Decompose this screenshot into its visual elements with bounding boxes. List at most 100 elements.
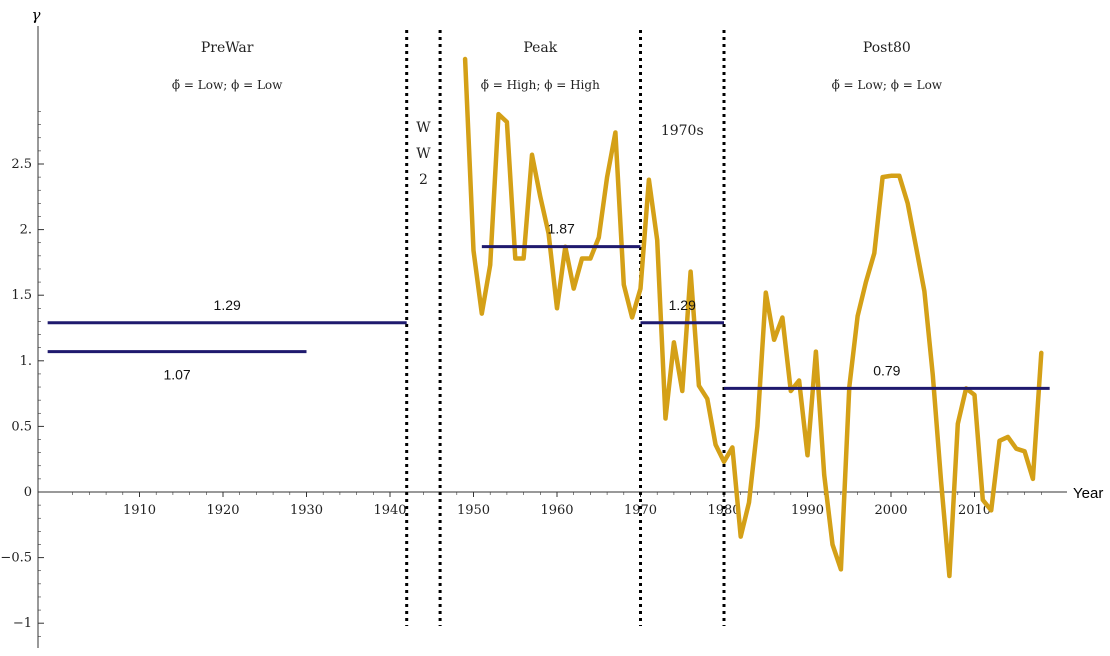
data-point xyxy=(823,473,826,477)
x-tick-label: 1910 xyxy=(123,503,156,518)
y-tick-label: −0.5 xyxy=(0,551,32,566)
y-tick-label: 0.5 xyxy=(11,419,32,434)
data-point xyxy=(539,195,542,198)
y-tick-label: −1 xyxy=(13,616,32,631)
data-point xyxy=(739,535,742,538)
x-tick-label: 2000 xyxy=(874,503,907,518)
data-point xyxy=(514,257,517,260)
data-point xyxy=(1006,435,1010,439)
mean-line-label: 1.29 xyxy=(214,297,241,313)
x-tick-label: 1920 xyxy=(206,503,239,518)
data-point xyxy=(597,236,600,239)
era-subtitle: ϕ̃ = High; ϕ = High xyxy=(481,78,600,92)
era-name: 2 xyxy=(419,172,428,188)
data-point xyxy=(839,568,843,571)
data-point xyxy=(722,460,726,464)
data-point xyxy=(797,379,801,382)
era-name: 1970s xyxy=(661,123,704,139)
data-point xyxy=(605,175,609,179)
x-axis-label: Year xyxy=(1073,485,1103,502)
data-point xyxy=(1015,447,1018,450)
era-name: W xyxy=(416,120,431,136)
data-point xyxy=(555,307,559,310)
x-tick-label: 1990 xyxy=(791,503,824,518)
data-point xyxy=(998,439,1001,443)
y-tick-label: 2.5 xyxy=(11,157,32,172)
data-point xyxy=(898,174,901,178)
era-name: PreWar xyxy=(201,40,254,56)
era-subtitle: ϕ̃ = Low; ϕ = Low xyxy=(172,78,283,92)
data-point xyxy=(480,312,484,315)
data-point xyxy=(747,501,751,504)
data-point xyxy=(630,316,634,319)
data-point xyxy=(505,120,509,124)
data-point xyxy=(731,446,734,449)
x-tick-label: 1940 xyxy=(373,503,406,518)
data-point xyxy=(906,202,909,205)
y-tick-label: 0 xyxy=(24,485,32,500)
x-tick-label: 1960 xyxy=(540,503,573,518)
y-tick-label: 1. xyxy=(20,354,32,369)
y-tick-label: 2. xyxy=(20,223,32,238)
x-tick-label: 1980 xyxy=(707,503,740,518)
data-point xyxy=(614,131,617,134)
mean-line-label: 1.07 xyxy=(163,367,190,383)
data-point xyxy=(572,287,575,290)
data-point xyxy=(689,270,692,273)
data-point xyxy=(772,338,776,342)
x-tick-label: 1950 xyxy=(457,503,490,518)
data-point xyxy=(647,178,651,181)
data-point xyxy=(864,280,868,284)
data-point xyxy=(681,389,684,393)
data-point xyxy=(1031,477,1035,481)
data-point xyxy=(664,417,667,420)
data-point xyxy=(939,480,943,483)
data-point xyxy=(981,498,985,502)
x-tick-label: 1970 xyxy=(624,503,657,518)
data-point xyxy=(522,257,525,260)
data-point xyxy=(756,425,759,428)
data-point xyxy=(672,341,676,344)
era-subtitle: ϕ̃ = Low; ϕ = Low xyxy=(832,78,943,92)
x-tick-label: 1930 xyxy=(290,503,323,518)
data-point xyxy=(463,57,467,61)
data-point xyxy=(914,245,918,248)
mean-line-label: 1.29 xyxy=(669,297,696,313)
data-point xyxy=(714,443,717,446)
data-point xyxy=(873,252,876,255)
data-point xyxy=(923,290,926,293)
data-point xyxy=(881,175,884,179)
data-point xyxy=(990,509,993,512)
data-point xyxy=(831,543,834,546)
era-name: W xyxy=(416,146,431,162)
data-point xyxy=(547,232,550,235)
data-point xyxy=(1040,351,1043,355)
y-axis-label: γ xyxy=(32,6,41,24)
data-point xyxy=(931,374,934,377)
data-point xyxy=(1023,450,1026,453)
data-point xyxy=(789,389,792,393)
data-point xyxy=(656,238,659,242)
data-point xyxy=(973,393,976,397)
era-name: Peak xyxy=(523,40,557,56)
y-tick-label: 1.5 xyxy=(11,288,32,303)
data-point xyxy=(622,283,625,286)
data-point xyxy=(580,257,584,260)
data-point xyxy=(806,454,809,457)
data-point xyxy=(764,291,767,294)
series-line xyxy=(462,56,1044,579)
data-point xyxy=(948,574,951,578)
data-point xyxy=(889,174,893,178)
era-name: Post80 xyxy=(863,40,911,56)
mean-line-label: 0.79 xyxy=(873,362,900,378)
data-point xyxy=(781,316,784,319)
x-tick-label: 2010 xyxy=(958,503,991,518)
data-point xyxy=(856,314,859,318)
data-point xyxy=(489,263,492,267)
data-point xyxy=(497,112,500,116)
data-point xyxy=(530,153,534,157)
mean-line-label: 1.87 xyxy=(548,221,575,237)
data-point xyxy=(956,422,959,425)
